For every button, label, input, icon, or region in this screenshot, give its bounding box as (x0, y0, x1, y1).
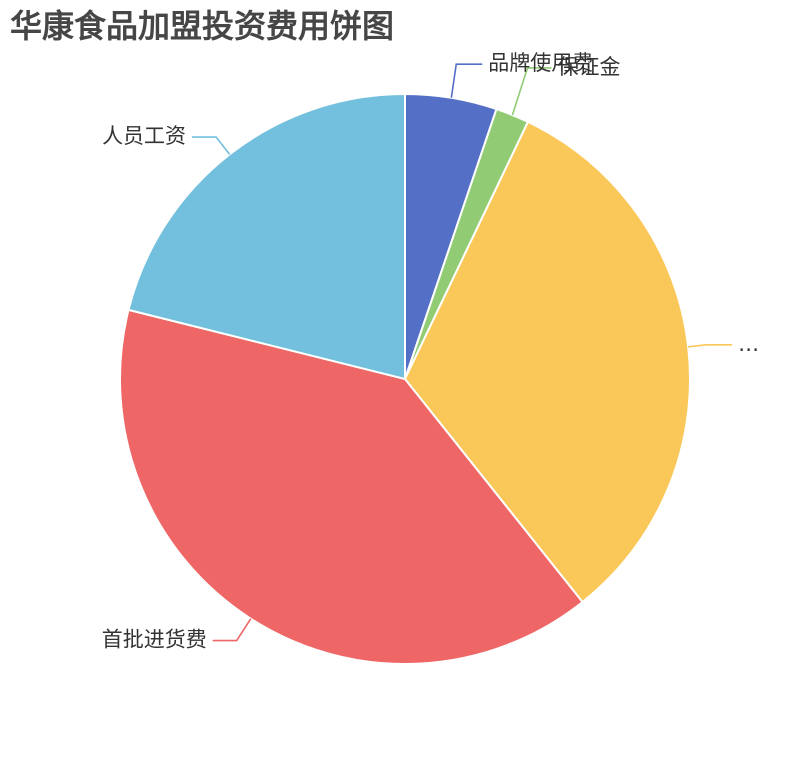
leader-line-首批进货费 (212, 618, 252, 642)
slice-label-保证金: 保证金 (557, 55, 620, 79)
leader-line-人员工资 (192, 136, 231, 155)
leader-line-ellipsis (688, 344, 733, 348)
slice-label-首批进货费: 首批进货费 (102, 628, 207, 652)
chart-title: 华康食品加盟投资费用饼图 (10, 7, 395, 45)
pie-slice-首批进货费[interactable] (119, 308, 584, 665)
slice-label-品牌使用费: 品牌使用费 (488, 51, 593, 75)
pie-slice-人员工资[interactable] (127, 93, 406, 380)
slice-label-ellipsis: … (738, 332, 759, 356)
leader-line-品牌使用费 (450, 63, 483, 98)
leader-line-保证金 (511, 67, 552, 116)
pie-slice-ellipsis[interactable] (404, 120, 691, 603)
label-leaders (192, 63, 733, 642)
slice-label-人员工资: 人员工资 (102, 124, 186, 148)
pie-slices (119, 93, 691, 665)
